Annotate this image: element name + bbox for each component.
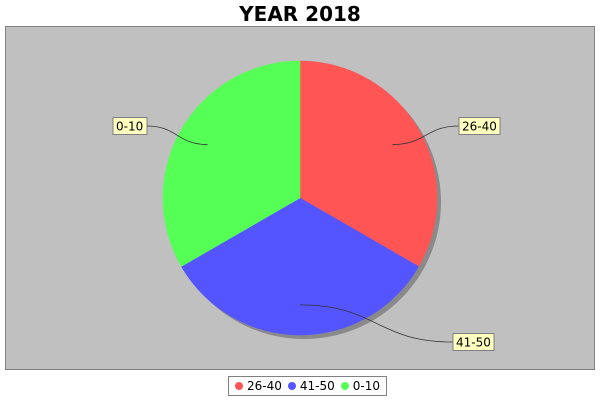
legend-item-0-10: 0-10 <box>340 379 380 393</box>
legend-swatch <box>340 382 349 390</box>
legend-label: 41-50 <box>299 379 335 393</box>
callout-label-0-10: 0-10 <box>116 120 143 134</box>
legend-label: 0-10 <box>352 379 380 393</box>
pie-slice-41-50[interactable] <box>181 197 419 336</box>
callout-line-26-40 <box>392 125 460 145</box>
legend: 26-40 41-50 0-10 <box>228 376 387 396</box>
legend-label: 26-40 <box>247 379 282 393</box>
callout-box-0-10 <box>112 117 148 135</box>
legend-swatch <box>287 382 296 390</box>
callout-line-41-50 <box>299 304 454 343</box>
callout-box-26-40 <box>458 117 501 135</box>
legend-swatch <box>235 382 243 390</box>
legend-item-41-50: 41-50 <box>287 379 335 393</box>
legend-item-26-40: 26-40 <box>235 379 282 393</box>
chart-title: YEAR 2018 <box>239 2 361 26</box>
callout-box-41-50 <box>452 333 495 351</box>
pie-slice-26-40[interactable] <box>299 60 438 267</box>
callout-label-26-40: 26-40 <box>462 120 497 134</box>
callout-line-0-10 <box>146 125 208 145</box>
callout-label-41-50: 41-50 <box>456 336 491 350</box>
pie-slice-0-10[interactable] <box>162 60 301 267</box>
